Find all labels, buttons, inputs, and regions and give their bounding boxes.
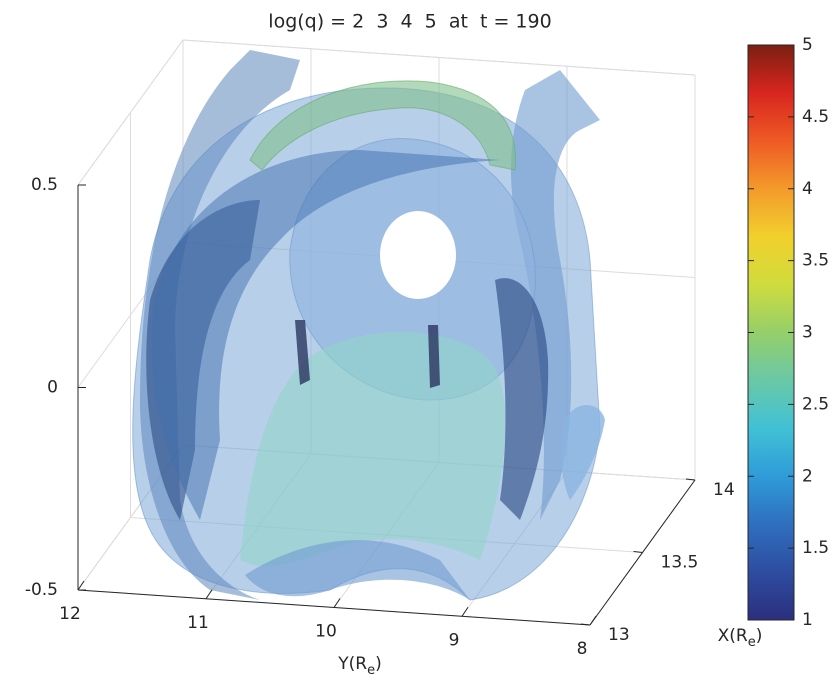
axes-front: -0.5 0 0.5 8 9 10 11 12 13 13.5 14 (25, 175, 735, 659)
y-tick (205, 589, 213, 600)
dark-band-right (495, 278, 549, 520)
green-arch (249, 80, 517, 171)
colorbar-tick-label: 2 (802, 466, 813, 486)
colorbar-tick-label: 3 (802, 323, 813, 343)
z-tick-label: 0.5 (31, 175, 58, 195)
colorbar-tick-label: 5 (802, 35, 813, 55)
left-sheet (140, 50, 300, 600)
center-sheet (240, 331, 506, 567)
y-tick (333, 598, 341, 608)
x-tick-label: 13.5 (661, 553, 699, 573)
z-tick-label: 0 (47, 378, 58, 398)
x-tick (633, 551, 643, 553)
label-part: X(R (718, 626, 748, 646)
colorbar-tick-label: 4 (802, 179, 813, 199)
x-axis-label: X(Re) (718, 626, 763, 650)
front-arch (152, 150, 500, 520)
y-tick-label: 8 (577, 639, 588, 659)
torus-hole (380, 211, 456, 299)
label-part: ) (375, 654, 382, 674)
x-tick-label: 13 (608, 625, 630, 645)
bottom-arc (245, 540, 470, 600)
y-tick-label: 10 (315, 622, 337, 642)
isosurfaces (132, 50, 605, 601)
y-tick-label: 9 (449, 630, 460, 650)
x-tick (685, 478, 696, 481)
z-tick-label: -0.5 (25, 580, 58, 600)
label-subscript: e (367, 663, 375, 678)
y-tick-label: 12 (59, 604, 81, 624)
core-right (428, 325, 440, 388)
y-tick-label: 11 (187, 613, 209, 633)
label-subscript: e (748, 635, 756, 650)
colorbar: 1 1.5 2 2.5 3 3.5 4 4.5 5 (747, 35, 829, 630)
y-tick (589, 615, 597, 626)
label-part: ) (756, 626, 763, 646)
colorbar-tick-label: 3.5 (802, 251, 829, 271)
chart-title: log(q) = 2 3 4 5 at t = 190 (268, 11, 551, 33)
colorbar-gradient (747, 44, 795, 621)
colorbar-tick-label: 1.5 (802, 538, 829, 558)
colorbar-tick-label: 4.5 (802, 107, 829, 127)
blob-right (560, 405, 605, 500)
y-axis-label: Y(Re) (337, 654, 381, 678)
x-tick (580, 623, 591, 626)
x-tick-label: 14 (713, 480, 735, 500)
y-tick (461, 606, 469, 617)
right-sheet (510, 70, 600, 520)
label-part: Y(R (337, 654, 367, 674)
colorbar-tick-label: 2.5 (802, 394, 829, 414)
y-tick (77, 580, 85, 591)
colorbar-tick-label: 1 (802, 610, 813, 630)
core-left (295, 320, 310, 385)
